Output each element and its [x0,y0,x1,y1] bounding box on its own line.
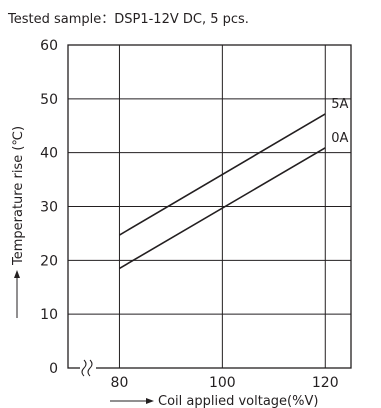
series-line-0A [119,147,326,270]
chart-subtitle: Tested sample：DSP1-12V DC, 5 pcs. [7,12,249,27]
x-axis-label-group: Coil applied voltage(%V) [110,394,318,408]
y-tick-label-30: 30 [40,200,58,216]
y-tick-label-20: 20 [40,253,58,269]
y-tick-labels: 0 10 20 30 40 50 60 [40,38,58,377]
series-label-5A: 5A [331,97,348,112]
y-axis-label-group: Temperature rise (℃) [11,126,26,318]
y-tick-label-50: 50 [40,92,58,108]
y-tick-label-0: 0 [49,361,58,377]
series-labels: 5A 0A [331,97,348,146]
grid-lines [68,44,351,369]
x-tick-labels: 80 100 120 [111,375,339,391]
x-tick-label-120: 120 [312,375,339,391]
axis-break-left [81,359,87,377]
axis-break-mark [80,358,96,378]
x-tick-label-100: 100 [209,375,236,391]
y-tick-label-10: 10 [40,307,58,323]
series-label-0A: 0A [331,131,348,146]
x-axis-label: Coil applied voltage(%V) [158,394,318,408]
x-tick-label-80: 80 [111,375,129,391]
series-lines [119,113,326,270]
plot-frame [67,44,352,369]
axis-break-right [87,359,93,377]
y-tick-label-60: 60 [40,38,58,54]
y-tick-label-40: 40 [40,146,58,162]
series-line-5A [119,113,326,236]
y-axis-label: Temperature rise (℃) [11,126,26,266]
axis-break-gap [80,358,96,378]
